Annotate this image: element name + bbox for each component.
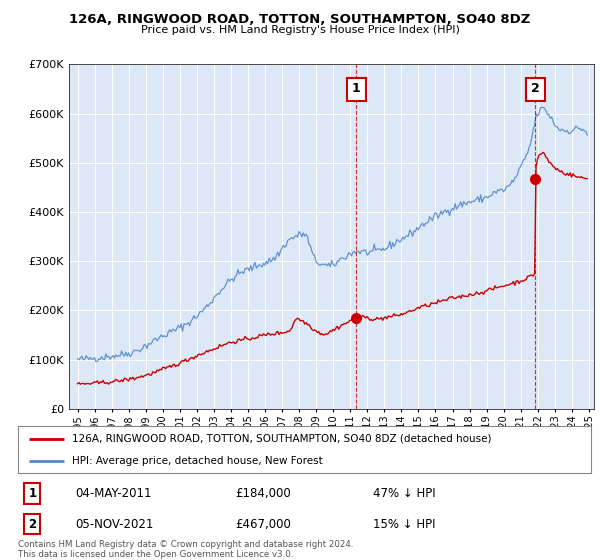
Text: 04-MAY-2011: 04-MAY-2011 xyxy=(76,487,152,500)
Text: Contains HM Land Registry data © Crown copyright and database right 2024.
This d: Contains HM Land Registry data © Crown c… xyxy=(18,540,353,559)
Text: 2: 2 xyxy=(531,82,539,96)
Text: £184,000: £184,000 xyxy=(236,487,292,500)
Text: 47% ↓ HPI: 47% ↓ HPI xyxy=(373,487,436,500)
Text: 05-NOV-2021: 05-NOV-2021 xyxy=(76,517,154,530)
Text: 15% ↓ HPI: 15% ↓ HPI xyxy=(373,517,436,530)
Text: 126A, RINGWOOD ROAD, TOTTON, SOUTHAMPTON, SO40 8DZ (detached house): 126A, RINGWOOD ROAD, TOTTON, SOUTHAMPTON… xyxy=(73,434,492,444)
Text: 1: 1 xyxy=(352,82,361,96)
Text: 2: 2 xyxy=(28,517,37,530)
Text: £467,000: £467,000 xyxy=(236,517,292,530)
Text: Price paid vs. HM Land Registry's House Price Index (HPI): Price paid vs. HM Land Registry's House … xyxy=(140,25,460,35)
Text: 126A, RINGWOOD ROAD, TOTTON, SOUTHAMPTON, SO40 8DZ: 126A, RINGWOOD ROAD, TOTTON, SOUTHAMPTON… xyxy=(70,13,530,26)
Text: HPI: Average price, detached house, New Forest: HPI: Average price, detached house, New … xyxy=(73,456,323,466)
Text: 1: 1 xyxy=(28,487,37,500)
